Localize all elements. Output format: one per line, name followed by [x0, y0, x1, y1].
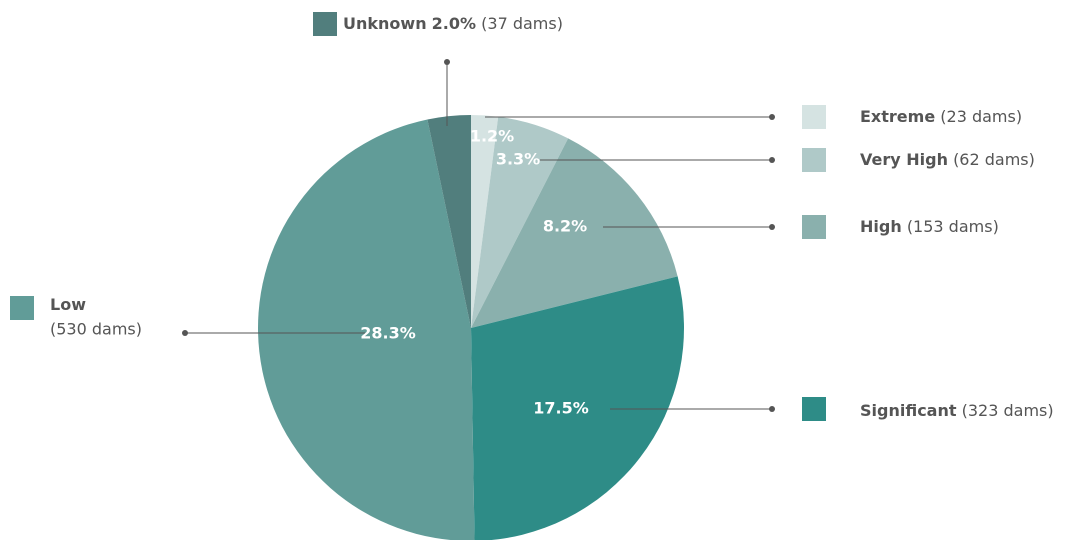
pie-slice	[427, 115, 471, 328]
pie-slice	[471, 276, 684, 540]
legend-count: (530 dams)	[50, 320, 142, 339]
legend-label: Very High (62 dams)	[860, 150, 1035, 169]
percent-label: 28.3%	[360, 324, 416, 343]
legend-count: (323 dams)	[962, 401, 1054, 420]
percent-label: 17.5%	[533, 399, 589, 418]
percent-label: 3.3%	[496, 150, 540, 169]
legend-label: Extreme (23 dams)	[860, 107, 1022, 126]
legend-name: High	[860, 217, 902, 236]
legend-swatch	[802, 105, 826, 129]
leader-dot	[769, 406, 775, 412]
legend-swatch	[10, 296, 34, 320]
pie-slice	[471, 115, 499, 328]
legend-percent: 2.0%	[432, 14, 476, 33]
pie-slice	[471, 116, 569, 328]
percent-label: 8.2%	[543, 217, 587, 236]
legend-label: High (153 dams)	[860, 217, 999, 236]
legend-count: (37 dams)	[481, 14, 563, 33]
legend-swatch	[802, 148, 826, 172]
legend-swatch	[802, 397, 826, 421]
leader-dot	[182, 330, 188, 336]
legend-name: Unknown	[343, 14, 427, 33]
percent-label: 1.2%	[470, 127, 514, 146]
legend-count: (62 dams)	[953, 150, 1035, 169]
legend-swatch	[313, 12, 337, 36]
legend-name: Low	[50, 295, 86, 314]
legend-count: (23 dams)	[940, 107, 1022, 126]
leader-dot	[769, 114, 775, 120]
pie-slice	[258, 119, 475, 540]
legend-label: Significant (323 dams)	[860, 401, 1054, 420]
leader-dot	[769, 224, 775, 230]
legend-name: Very High	[860, 150, 948, 169]
legend-name: Extreme	[860, 107, 935, 126]
legend-swatch	[802, 215, 826, 239]
leader-dot	[769, 157, 775, 163]
legend-count: (153 dams)	[907, 217, 999, 236]
legend-name: Significant	[860, 401, 957, 420]
legend-label: Unknown 2.0% (37 dams)	[343, 14, 563, 33]
pie-slice	[471, 138, 678, 328]
legend-label: Low	[50, 295, 86, 314]
leader-dot	[444, 59, 450, 65]
